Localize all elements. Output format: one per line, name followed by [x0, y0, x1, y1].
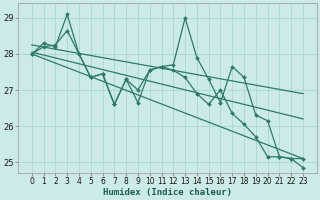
X-axis label: Humidex (Indice chaleur): Humidex (Indice chaleur): [103, 188, 232, 197]
